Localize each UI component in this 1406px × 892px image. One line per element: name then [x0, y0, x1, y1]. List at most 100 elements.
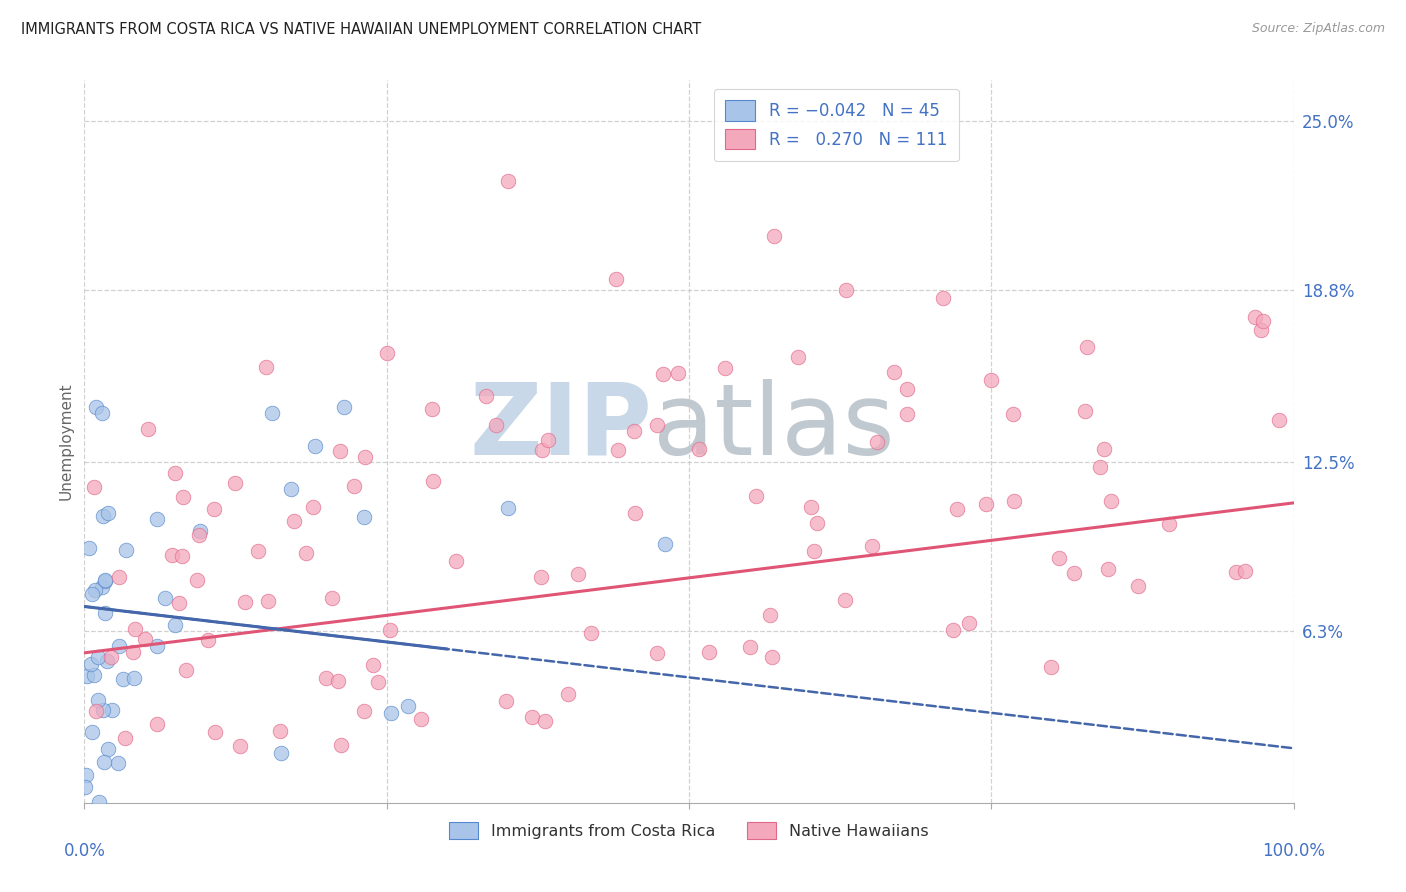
Point	[82, 725, 104, 739]
Point	[115, 543, 138, 558]
Point	[188, 524, 211, 538]
Point	[114, 731, 136, 746]
Point	[107, 639, 129, 653]
Point	[654, 537, 676, 551]
Point	[197, 632, 219, 647]
Point	[93, 703, 115, 717]
Point	[163, 618, 186, 632]
Point	[1074, 403, 1097, 417]
Point	[1047, 550, 1070, 565]
Point	[1097, 562, 1119, 576]
Point	[204, 725, 226, 739]
Legend: Immigrants from Costa Rica, Native Hawaiians: Immigrants from Costa Rica, Native Hawai…	[443, 815, 935, 846]
Point	[1076, 340, 1098, 354]
Point	[122, 672, 145, 686]
Point	[87, 650, 110, 665]
Point	[422, 474, 444, 488]
Point	[83, 668, 105, 682]
Point	[744, 490, 766, 504]
Point	[444, 554, 467, 568]
Point	[302, 500, 325, 514]
Point	[605, 272, 627, 286]
Point	[786, 350, 808, 364]
Point	[121, 645, 143, 659]
Point	[1063, 566, 1085, 580]
Point	[83, 480, 105, 494]
Point	[896, 408, 918, 422]
Point	[83, 582, 105, 597]
Point	[315, 671, 337, 685]
Point	[530, 570, 553, 584]
Point	[738, 640, 761, 655]
Point	[257, 594, 280, 608]
Point	[91, 509, 114, 524]
Point	[666, 366, 689, 380]
Point	[1126, 579, 1149, 593]
Point	[1092, 442, 1115, 456]
Point	[76, 669, 98, 683]
Point	[645, 417, 668, 432]
Point	[80, 657, 103, 671]
Point	[380, 623, 402, 637]
Point	[380, 706, 402, 720]
Point	[980, 373, 1002, 387]
Point	[485, 417, 508, 432]
Point	[134, 632, 156, 647]
Point	[97, 741, 120, 756]
Point	[202, 501, 225, 516]
Point	[1040, 659, 1063, 673]
Point	[860, 539, 883, 553]
Point	[557, 687, 579, 701]
Point	[224, 475, 246, 490]
Point	[713, 360, 735, 375]
Point	[146, 639, 169, 653]
Point	[94, 574, 117, 588]
Point	[1243, 310, 1265, 325]
Point	[496, 501, 519, 516]
Point	[1250, 323, 1272, 337]
Point	[93, 755, 115, 769]
Point	[363, 658, 385, 673]
Point	[343, 479, 366, 493]
Point	[579, 626, 602, 640]
Y-axis label: Unemployment: Unemployment	[58, 383, 73, 500]
Point	[283, 514, 305, 528]
Point	[162, 548, 184, 562]
Point	[945, 502, 967, 516]
Point	[1002, 494, 1025, 508]
Point	[174, 663, 197, 677]
Point	[90, 580, 112, 594]
Point	[270, 746, 292, 760]
Point	[124, 622, 146, 636]
Point	[87, 796, 110, 810]
Point	[806, 516, 828, 530]
Point	[84, 705, 107, 719]
Point	[1088, 459, 1111, 474]
Point	[77, 541, 100, 556]
Point	[496, 174, 519, 188]
Point	[607, 443, 630, 458]
Point	[409, 713, 432, 727]
Point	[762, 228, 785, 243]
Text: ZIP: ZIP	[470, 378, 652, 475]
Point	[932, 292, 955, 306]
Point	[834, 592, 856, 607]
Point	[97, 507, 120, 521]
Point	[321, 591, 343, 606]
Point	[1002, 407, 1025, 421]
Point	[229, 739, 252, 754]
Point	[246, 544, 269, 558]
Point	[800, 500, 823, 515]
Point	[94, 606, 117, 620]
Point	[170, 549, 193, 563]
Point	[375, 346, 398, 360]
Point	[295, 545, 318, 559]
Point	[280, 482, 302, 496]
Point	[520, 710, 543, 724]
Point	[254, 359, 277, 374]
Point	[530, 442, 553, 457]
Point	[146, 512, 169, 526]
Point	[645, 646, 668, 660]
Point	[1268, 413, 1291, 427]
Point	[96, 654, 118, 668]
